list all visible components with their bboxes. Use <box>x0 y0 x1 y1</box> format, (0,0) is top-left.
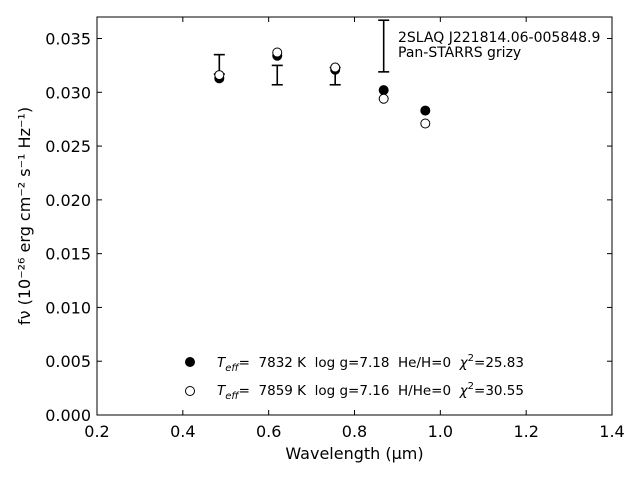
legend-entry-1: Teff= 7832 K log g=7.18 He/H=0 χ2=25.83 <box>217 353 524 374</box>
plot-area <box>97 17 612 415</box>
legend: Teff= 7832 K log g=7.18 He/H=0 χ2=25.83 … <box>185 353 524 402</box>
annotation-survey-name: Pan-STARRS grizy <box>398 45 521 61</box>
annotation-object-name: 2SLAQ J221814.06-005848.9 <box>398 30 600 46</box>
x-axis-ticks: 0.2 0.4 0.6 0.8 1.0 1.2 1.4 <box>84 17 625 441</box>
model-point-open <box>272 47 283 58</box>
legend-entry-1-chi-value: =25.83 <box>474 355 524 371</box>
legend-entry-2-teff-subscript: eff <box>225 391 240 402</box>
x-tick-label: 1.0 <box>428 422 453 441</box>
x-tick-label: 0.4 <box>170 422 195 441</box>
legend-entry-1-chi-symbol: χ <box>459 355 469 371</box>
legend-entry-2-teff-symbol: T <box>217 383 227 399</box>
y-tick-label: 0.035 <box>45 30 91 49</box>
legend-marker-open <box>185 386 195 396</box>
model-point-open <box>214 70 225 81</box>
x-tick-label: 1.2 <box>513 422 538 441</box>
legend-entry-2-params: = 7859 K log g=7.16 H/He=0 <box>239 383 460 399</box>
legend-entry-2-chi-symbol: χ <box>459 383 469 399</box>
model-point-open <box>330 62 341 73</box>
y-tick-label: 0.025 <box>45 137 91 156</box>
model-point-open <box>378 93 389 104</box>
x-tick-label: 1.4 <box>599 422 624 441</box>
y-axis-label: fν (10⁻²⁶ erg cm⁻² s⁻¹ Hz⁻¹) <box>15 107 34 325</box>
plot-frame <box>96 16 613 416</box>
x-tick-label: 0.6 <box>256 422 281 441</box>
y-tick-label: 0.000 <box>45 406 91 425</box>
model-point-filled <box>378 85 389 96</box>
legend-entry-2-chi-value: =30.55 <box>474 383 524 399</box>
legend-entry-2-chi-superscript: 2 <box>468 381 474 392</box>
x-axis-label: Wavelength (μm) <box>285 444 423 463</box>
x-tick-label: 0.8 <box>342 422 367 441</box>
y-axis-ticks: 0.000 0.005 0.010 0.015 0.020 0.025 0.030 0.035 <box>45 30 612 425</box>
model-point-filled <box>420 105 431 116</box>
legend-marker-filled <box>185 357 195 367</box>
legend-entry-1-chi-superscript: 2 <box>468 353 474 364</box>
model-point-open <box>420 118 431 129</box>
y-tick-label: 0.015 <box>45 245 91 264</box>
x-tick-label: 0.2 <box>84 422 109 441</box>
y-tick-label: 0.020 <box>45 191 91 210</box>
y-tick-label: 0.030 <box>45 83 91 102</box>
y-tick-label: 0.010 <box>45 298 91 317</box>
legend-entry-2: Teff= 7859 K log g=7.16 H/He=0 χ2=30.55 <box>217 381 524 402</box>
legend-entry-1-teff-subscript: eff <box>225 363 240 374</box>
legend-entry-1-params: = 7832 K log g=7.18 He/H=0 <box>239 355 460 371</box>
model-points <box>214 47 431 129</box>
y-tick-label: 0.005 <box>45 352 91 371</box>
legend-entry-1-teff-symbol: T <box>217 355 227 371</box>
